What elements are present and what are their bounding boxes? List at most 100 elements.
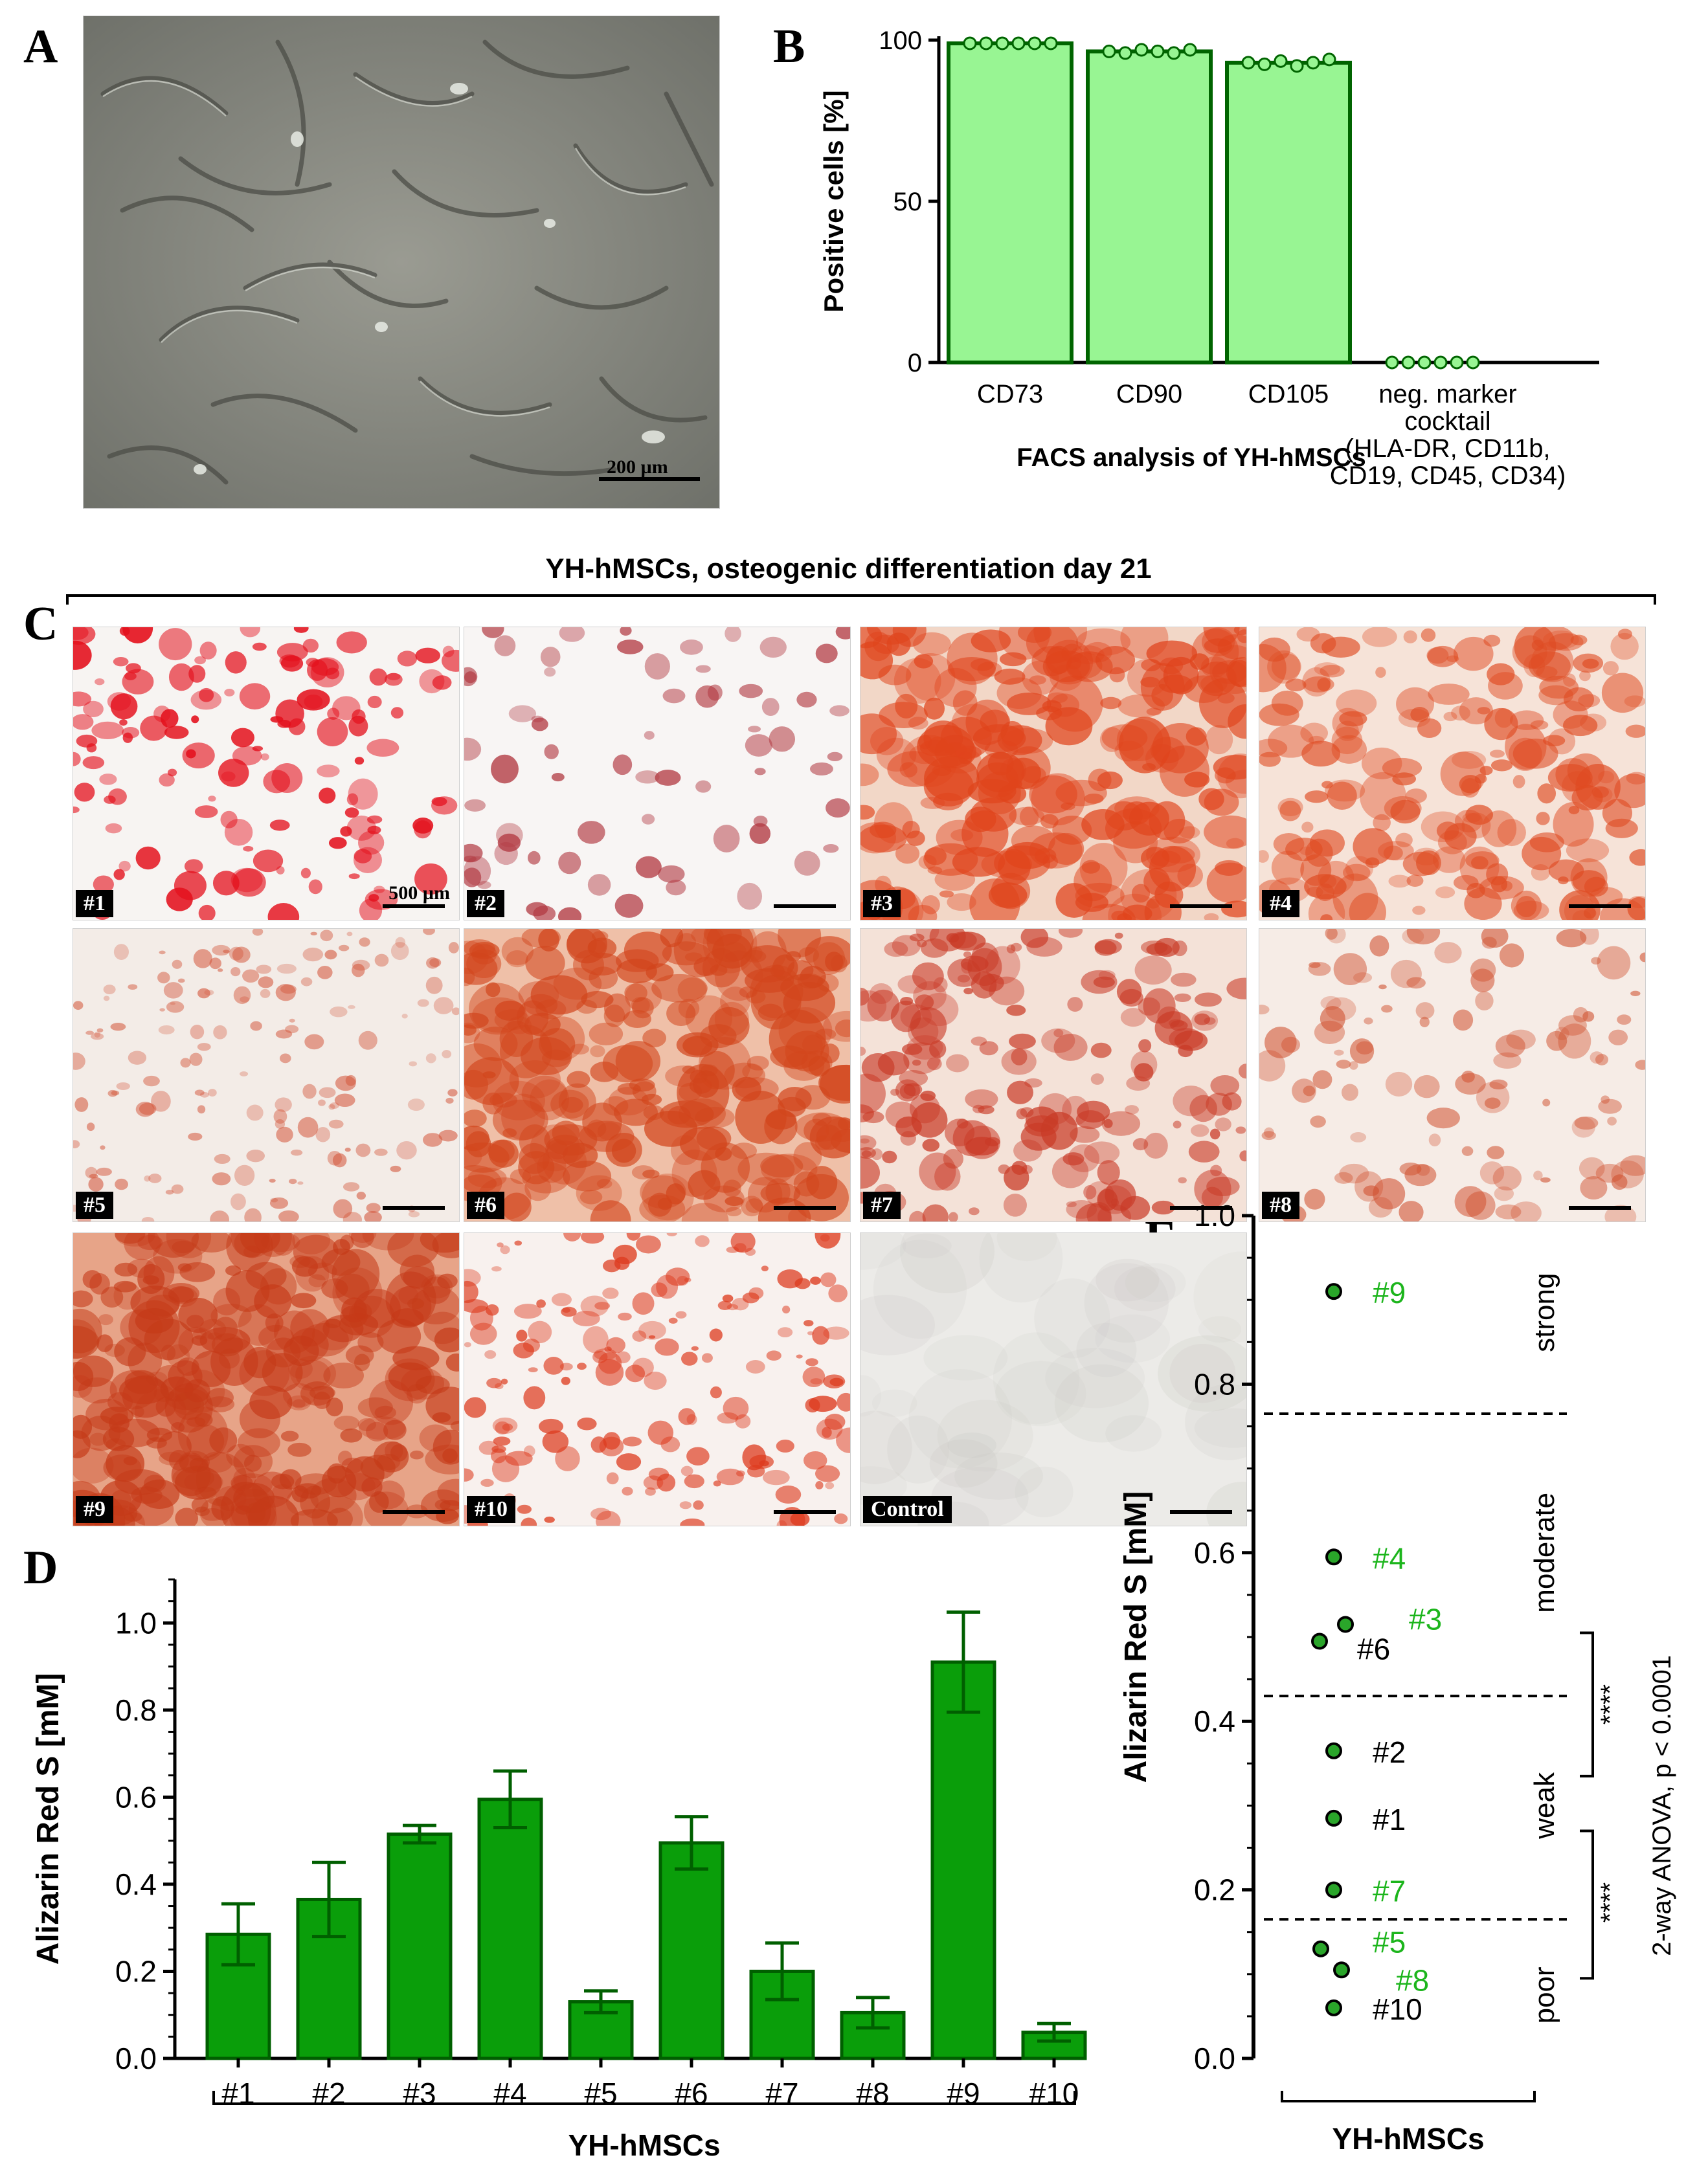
stain-texture — [73, 627, 459, 920]
data-point — [1325, 1809, 1342, 1827]
panel-letter-c: C — [23, 597, 58, 651]
data-point — [1450, 355, 1464, 370]
data-point — [1325, 1283, 1342, 1300]
tile-label: #5 — [76, 1192, 113, 1219]
phase-contrast-image: 200 µm — [83, 16, 720, 509]
x-group-bracket — [1281, 2091, 1536, 2102]
facs-bar-chart: 0 50 100 CD73 CD90 CD105 neg. markercocktail(H… — [818, 27, 1599, 490]
data-point — [1385, 355, 1399, 370]
data-point — [1417, 355, 1432, 370]
tile-label: #3 — [863, 890, 901, 917]
significance-bracket — [1580, 1829, 1594, 1980]
scale-bar — [383, 1206, 445, 1210]
scale-bar — [1170, 1510, 1232, 1514]
tile-label: #8 — [1262, 1192, 1299, 1219]
data-point — [1118, 46, 1132, 60]
tile-label: #4 — [1262, 890, 1299, 917]
x-tick-label: #9 — [947, 2077, 980, 2110]
bar — [947, 41, 1073, 364]
data-point — [1044, 36, 1058, 50]
category-label: poor — [1529, 1967, 1560, 2023]
stain-image-tile: #8 — [1259, 928, 1646, 1222]
x-tick-label: #10 — [1029, 2077, 1079, 2110]
stain-texture — [464, 929, 850, 1221]
stain-texture — [464, 627, 850, 920]
x-axis-label: YH-hMSCs — [1332, 2122, 1484, 2156]
tile-label: #10 — [467, 1496, 515, 1523]
category-label: moderate — [1529, 1493, 1560, 1613]
tile-label: #9 — [76, 1496, 113, 1523]
y-tick-label: 0.2 — [115, 1954, 157, 1988]
stain-texture — [860, 1233, 1246, 1526]
x-tick-label: #5 — [584, 2077, 617, 2110]
point-label: #6 — [1357, 1632, 1390, 1666]
point-label: #1 — [1373, 1803, 1406, 1836]
stain-texture — [73, 929, 459, 1221]
stain-image-tile: #3 — [860, 627, 1247, 920]
x-tick-label: #6 — [675, 2077, 708, 2110]
data-point — [1290, 59, 1304, 73]
point-label: #7 — [1373, 1875, 1406, 1908]
data-point — [1257, 57, 1272, 71]
data-point — [1183, 43, 1197, 57]
bar — [1225, 60, 1352, 365]
y-tick-label: 0.2 — [1194, 1873, 1235, 1907]
stain-image-tile: Control — [860, 1232, 1247, 1526]
y-tick-label: 0.6 — [115, 1780, 157, 1814]
bar — [477, 1798, 543, 2060]
scale-bar — [383, 1510, 445, 1514]
x-tick-label: #3 — [403, 2077, 436, 2110]
stain-texture — [860, 627, 1246, 920]
x-tick-label: CD73 — [977, 380, 1043, 408]
data-point — [1322, 52, 1336, 67]
stain-image-tile: #6 — [464, 928, 851, 1222]
y-tick-label: 100 — [879, 27, 922, 55]
stain-image-tile: #5 — [73, 928, 460, 1222]
y-axis-label: Alizarin Red S [mM] — [1119, 1491, 1153, 1783]
scale-bar — [1569, 1206, 1631, 1210]
y-tick-label: 50 — [893, 188, 923, 216]
data-point — [1333, 1961, 1350, 1979]
data-point — [1337, 1616, 1354, 1633]
x-tick-label: #7 — [765, 2077, 798, 2110]
stain-texture — [73, 1233, 459, 1526]
data-point — [1274, 54, 1288, 68]
tile-label: #2 — [467, 890, 504, 917]
data-point — [1325, 1742, 1342, 1759]
point-label: #9 — [1373, 1276, 1406, 1309]
stain-image-tile: #1 500 µm — [73, 627, 460, 920]
category-label: weak — [1529, 1772, 1560, 1840]
tile-label: #7 — [863, 1192, 901, 1219]
data-point — [1466, 355, 1480, 370]
data-point — [963, 36, 977, 50]
scale-bar — [383, 904, 445, 908]
point-label: #10 — [1373, 1992, 1422, 2026]
stain-texture — [1259, 929, 1645, 1221]
panel-c-bracket — [66, 594, 1656, 605]
stain-image-tile: #4 — [1259, 627, 1646, 920]
point-label: #4 — [1373, 1541, 1406, 1575]
data-point — [979, 36, 993, 50]
data-point — [1311, 1632, 1328, 1650]
data-point — [1325, 1881, 1342, 1899]
x-tick-label: CD105 — [1248, 380, 1329, 408]
scale-bar — [774, 1510, 836, 1514]
data-point — [1241, 56, 1255, 70]
bar — [1086, 49, 1213, 365]
x-tick-label: (HLA-DR, CD11b, — [1345, 434, 1550, 463]
y-axis-label: Positive cells [%] — [818, 90, 849, 312]
y-tick-label: 0.8 — [1194, 1367, 1235, 1401]
y-tick-label: 0.0 — [115, 2042, 157, 2075]
y-tick-label: 0.0 — [1194, 2042, 1235, 2075]
x-axis-label: YH-hMSCs — [568, 2128, 720, 2162]
panel-letter-a: A — [23, 20, 58, 73]
x-tick-label: #1 — [221, 2077, 254, 2110]
point-label: #5 — [1373, 1926, 1406, 1959]
scale-bar-a — [599, 477, 700, 481]
bar — [658, 1841, 725, 2060]
x-tick-label: CD19, CD45, CD34) — [1330, 462, 1566, 490]
y-tick-label: 0 — [908, 349, 922, 377]
scale-bar — [1170, 904, 1232, 908]
stain-image-tile: #7 — [860, 928, 1247, 1222]
scale-label-c: 500 µm — [388, 882, 450, 904]
